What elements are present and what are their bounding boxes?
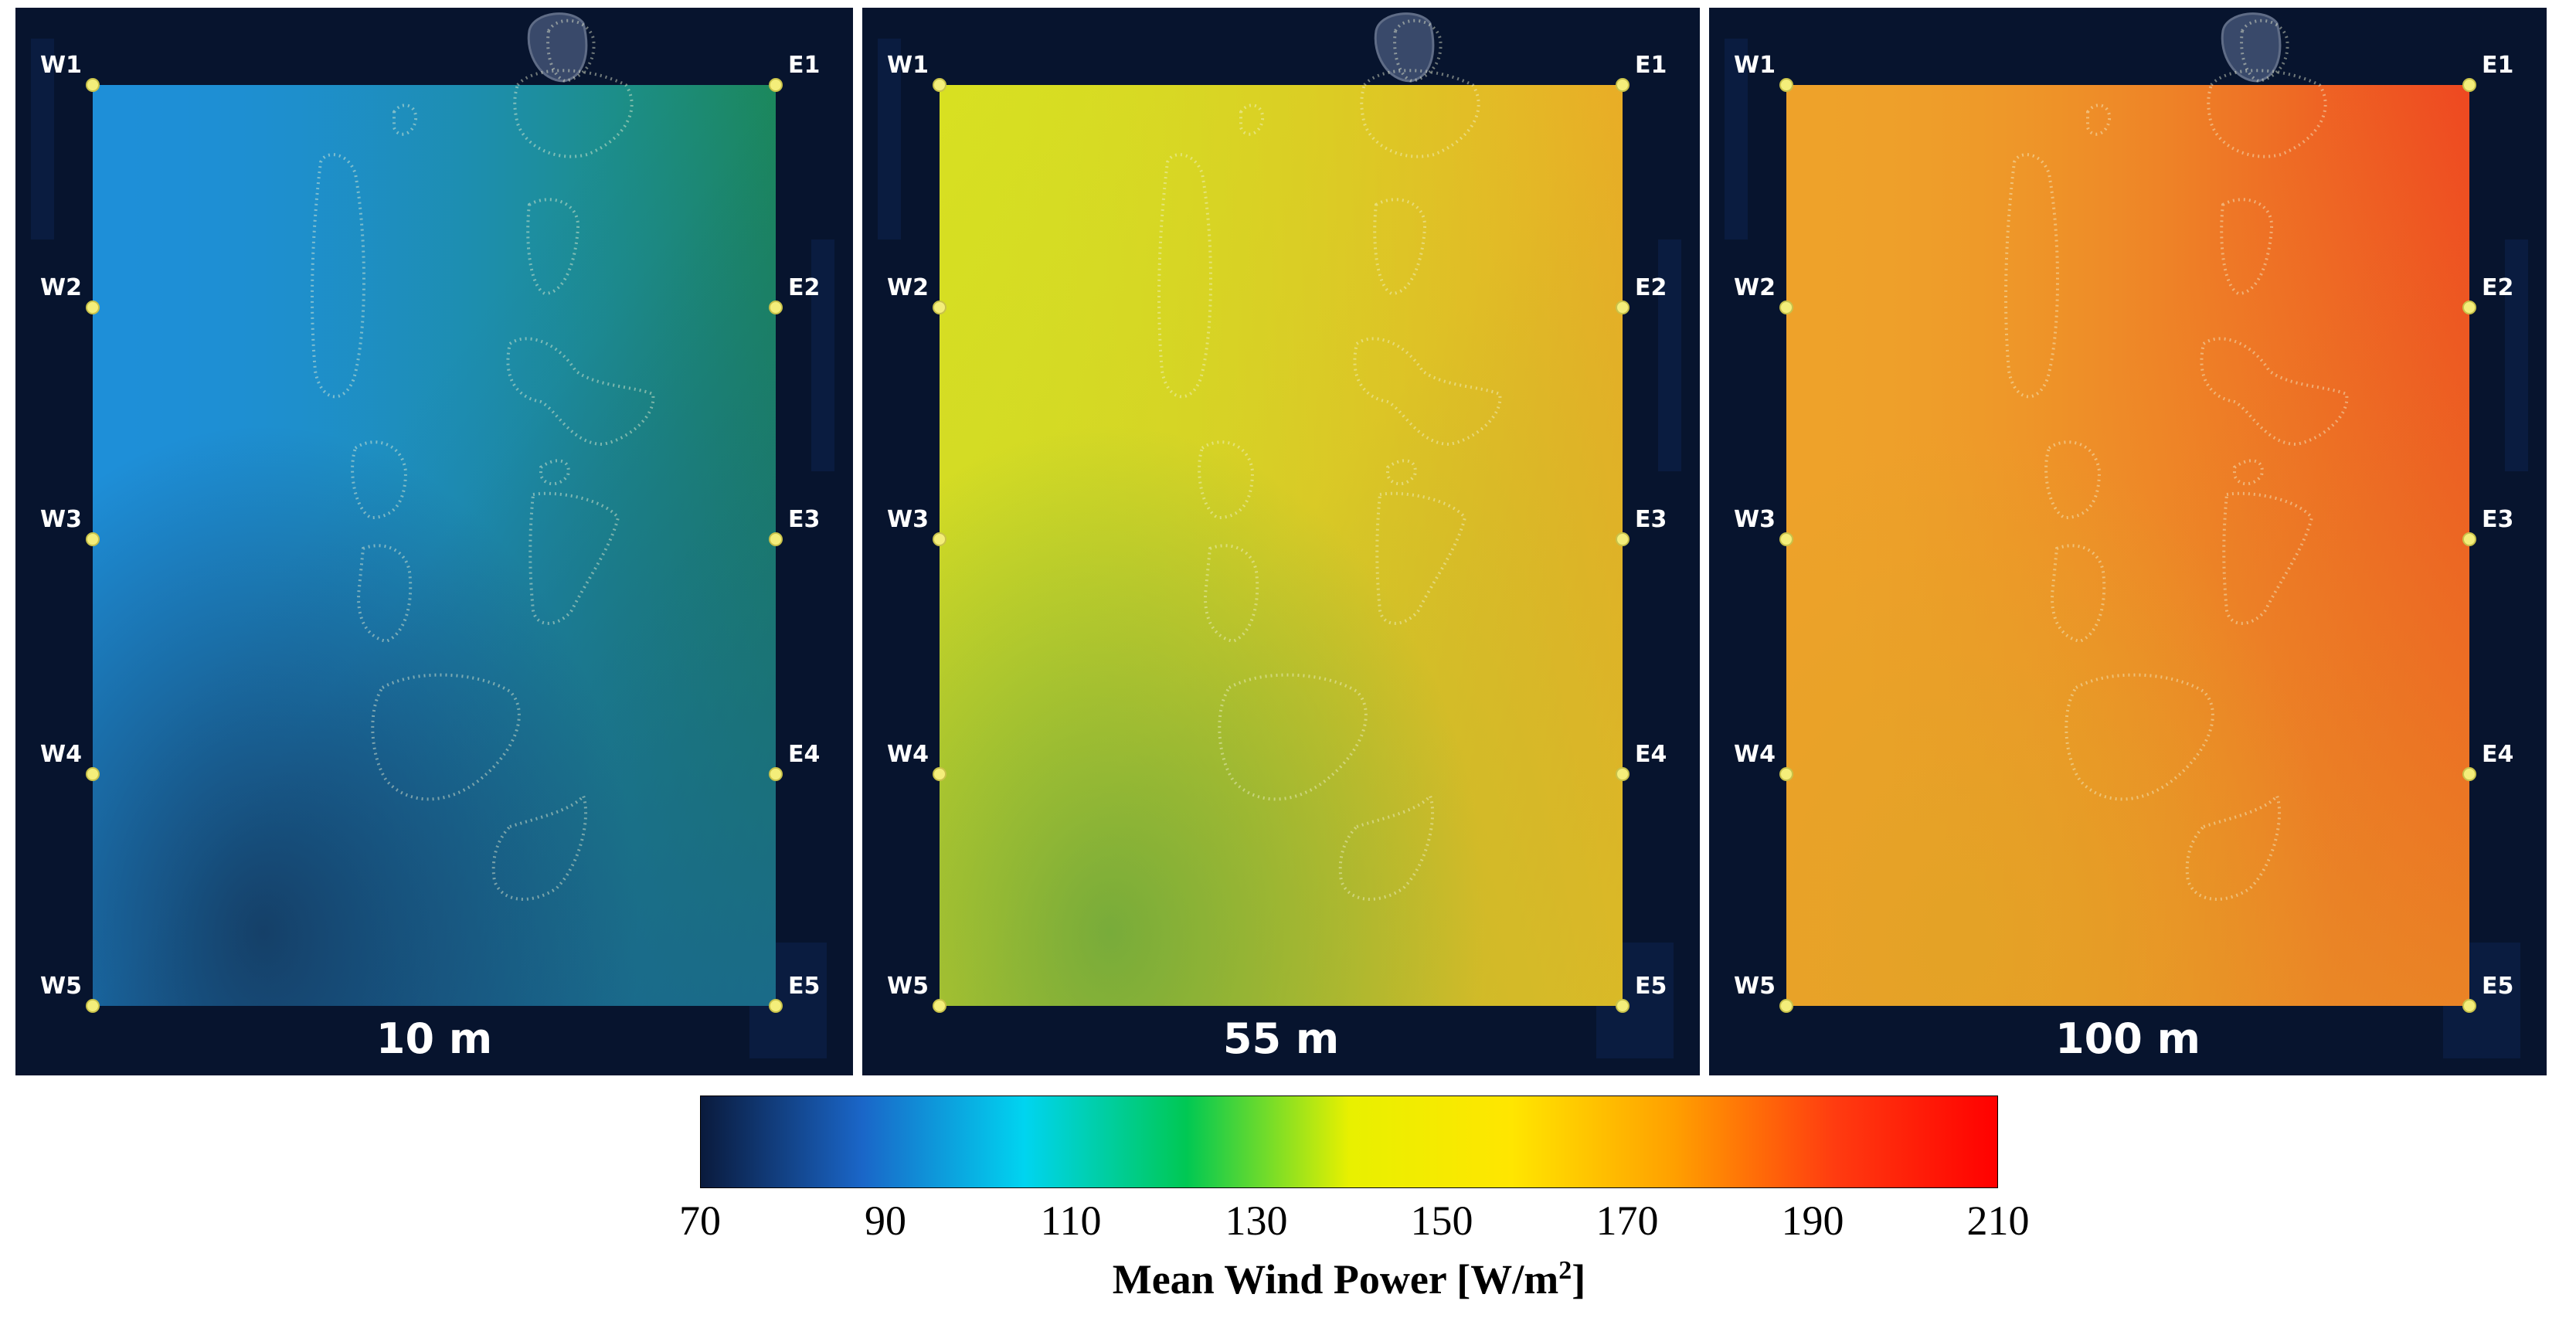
station-marker-w2 [933, 301, 946, 314]
station-label-w3: W3 [1734, 506, 1776, 533]
station-marker-w5 [1779, 999, 1793, 1013]
station-marker-e1 [1616, 78, 1630, 92]
station-label-w5: W5 [40, 973, 82, 1000]
station-label-w1: W1 [887, 52, 929, 79]
station-marker-e2 [2462, 301, 2476, 314]
station-marker-e3 [769, 532, 783, 546]
station-marker-e4 [2462, 767, 2476, 781]
colorbar-tick-170: 170 [1596, 1197, 1659, 1244]
colorbar [699, 1095, 1999, 1189]
colorbar-tick-130: 130 [1225, 1197, 1288, 1244]
colorbar-tick-70: 70 [679, 1197, 721, 1244]
station-label-e3: E3 [788, 506, 821, 533]
station-label-w1: W1 [1734, 52, 1776, 79]
station-label-w3: W3 [887, 506, 929, 533]
station-marker-w1 [1779, 78, 1793, 92]
station-label-e1: E1 [1635, 52, 1667, 79]
colorbar-tick-190: 190 [1781, 1197, 1844, 1244]
map-panel-100m: W1 W2 W3 W4 W5 E1 E2 E3 E4 E5 100 m [1709, 8, 2547, 1075]
station-label-e5: E5 [788, 973, 821, 1000]
station-label-e1: E1 [788, 52, 821, 79]
station-label-w3: W3 [40, 506, 82, 533]
height-label: 100 m [2055, 1014, 2200, 1063]
station-label-e5: E5 [2482, 973, 2514, 1000]
colorbar-tick-90: 90 [865, 1197, 906, 1244]
station-marker-e1 [769, 78, 783, 92]
station-label-w5: W5 [1734, 973, 1776, 1000]
station-label-w2: W2 [1734, 274, 1776, 301]
colorbar-tick-210: 210 [1966, 1197, 2030, 1244]
station-marker-w4 [933, 767, 946, 781]
station-marker-w3 [1779, 532, 1793, 546]
station-marker-w2 [1779, 301, 1793, 314]
station-label-e4: E4 [1635, 741, 1667, 768]
station-label-w2: W2 [40, 274, 82, 301]
station-label-e3: E3 [2482, 506, 2514, 533]
station-label-w4: W4 [40, 741, 82, 768]
station-marker-e5 [2462, 999, 2476, 1013]
station-marker-e3 [1616, 532, 1630, 546]
map-panel-55m: W1 W2 W3 W4 W5 E1 E2 E3 E4 E5 55 m [862, 8, 1700, 1075]
station-label-e1: E1 [2482, 52, 2514, 79]
station-label-w4: W4 [887, 741, 929, 768]
station-marker-w4 [1779, 767, 1793, 781]
station-marker-w5 [86, 999, 100, 1013]
colorbar-title: Mean Wind Power [W/m2] [1112, 1256, 1586, 1303]
station-label-w1: W1 [40, 52, 82, 79]
station-marker-e5 [769, 999, 783, 1013]
station-marker-w3 [86, 532, 100, 546]
colorbar-tick-150: 150 [1410, 1197, 1473, 1244]
station-marker-w2 [86, 301, 100, 314]
station-label-w2: W2 [887, 274, 929, 301]
station-label-e4: E4 [2482, 741, 2514, 768]
colorbar-tick-110: 110 [1040, 1197, 1102, 1244]
station-marker-e3 [2462, 532, 2476, 546]
station-marker-w5 [933, 999, 946, 1013]
station-marker-e1 [2462, 78, 2476, 92]
station-marker-e5 [1616, 999, 1630, 1013]
station-label-e5: E5 [1635, 973, 1667, 1000]
station-marker-e2 [1616, 301, 1630, 314]
station-marker-w3 [933, 532, 946, 546]
station-label-e4: E4 [788, 741, 821, 768]
station-label-e2: E2 [2482, 274, 2514, 301]
station-label-w4: W4 [1734, 741, 1776, 768]
station-marker-w1 [933, 78, 946, 92]
station-marker-e2 [769, 301, 783, 314]
station-marker-e4 [769, 767, 783, 781]
station-label-e3: E3 [1635, 506, 1667, 533]
station-label-e2: E2 [788, 274, 821, 301]
station-label-e2: E2 [1635, 274, 1667, 301]
height-label: 55 m [1222, 1014, 1340, 1063]
station-marker-e4 [1616, 767, 1630, 781]
height-label: 10 m [376, 1014, 493, 1063]
map-panel-10m: W1 W2 W3 W4 W5 E1 E2 E3 E4 E5 10 m [15, 8, 853, 1075]
station-marker-w4 [86, 767, 100, 781]
station-marker-w1 [86, 78, 100, 92]
station-label-w5: W5 [887, 973, 929, 1000]
